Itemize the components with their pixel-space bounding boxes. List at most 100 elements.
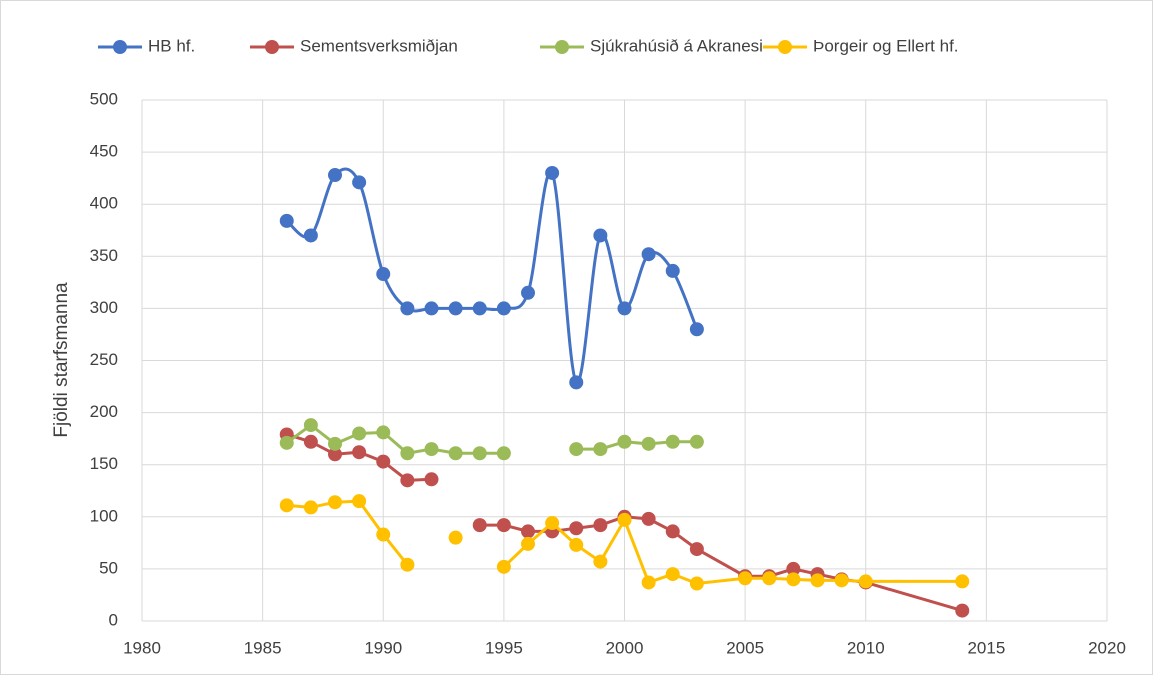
data-point [400,473,415,488]
data-point [303,418,318,433]
data-point [496,518,511,533]
data-point [545,165,560,180]
legend-label: HB hf. [148,36,195,55]
data-point [617,434,632,449]
data-point [472,301,487,316]
data-point [858,574,873,589]
data-point [303,500,318,515]
data-point [303,228,318,243]
y-tick-label: 350 [90,246,118,265]
legend-marker [113,40,127,54]
data-point [786,572,801,587]
x-tick-label: 2020 [1088,638,1126,657]
data-point [352,445,367,460]
y-tick-label: 150 [90,454,118,473]
data-point [689,322,704,337]
data-point [617,301,632,316]
y-tick-label: 200 [90,402,118,421]
y-tick-label: 0 [109,610,118,629]
y-tick-label: 250 [90,350,118,369]
data-point [665,263,680,278]
data-point [279,498,294,513]
y-tick-label: 400 [90,194,118,213]
data-point [569,521,584,536]
data-point [521,536,535,551]
data-point [641,575,656,590]
data-point [665,567,680,582]
x-tick-label: 1980 [123,638,161,657]
data-point [738,571,753,586]
data-point [689,434,704,449]
data-point [521,524,535,539]
data-point [569,537,584,552]
y-tick-label: 500 [90,89,118,108]
y-tick-label: 300 [90,298,118,317]
data-point [400,301,415,316]
data-point [786,561,801,576]
data-point [641,247,656,262]
data-point [569,375,584,390]
y-tick-label: 50 [99,558,118,577]
data-point [834,573,849,588]
data-point [496,446,511,461]
data-point [303,434,318,449]
data-point [665,434,680,449]
legend-label: Þorgeir og Ellert hf. [813,36,959,55]
x-tick-label: 1990 [364,638,402,657]
data-point [376,454,391,469]
data-point [810,573,825,588]
data-point [448,446,463,461]
data-point [328,168,342,183]
data-point [569,442,584,457]
data-point [424,442,439,457]
data-point [352,494,367,509]
data-point [641,511,656,526]
y-tick-label: 100 [90,506,118,525]
data-point [593,554,608,569]
data-point [521,285,535,300]
data-point [352,175,367,190]
y-axis-label: Fjöldi starfsmanna [51,282,72,438]
data-point [496,301,511,316]
x-tick-label: 2015 [967,638,1005,657]
data-point [279,435,294,450]
data-point [496,559,511,574]
data-point [665,524,680,539]
legend-label: Sementsverksmiðjan [300,36,458,55]
x-tick-label: 1985 [244,638,282,657]
data-point [376,527,391,542]
data-point [689,576,704,591]
data-point [762,571,777,586]
data-point [328,495,342,510]
data-point [689,542,704,557]
data-point [448,301,463,316]
x-tick-label: 2005 [726,638,764,657]
data-point [545,516,560,531]
legend-marker [778,40,792,54]
y-tick-label: 450 [90,142,118,161]
data-point [376,267,391,282]
data-point [400,557,415,572]
data-point [472,518,487,533]
legend-marker [555,40,569,54]
data-point [328,447,342,462]
data-point [448,530,463,545]
data-point [328,436,342,451]
x-tick-label: 2010 [847,638,885,657]
data-point [424,472,439,487]
data-point [376,425,391,440]
x-tick-label: 2000 [606,638,644,657]
data-point [279,213,294,228]
data-point [617,512,632,527]
legend-marker [265,40,279,54]
data-point [955,603,970,618]
data-point [593,442,608,457]
data-point [593,518,608,533]
data-point [955,574,970,589]
data-point [352,426,367,441]
data-point [400,446,415,461]
data-point [424,301,439,316]
data-point [641,436,656,451]
